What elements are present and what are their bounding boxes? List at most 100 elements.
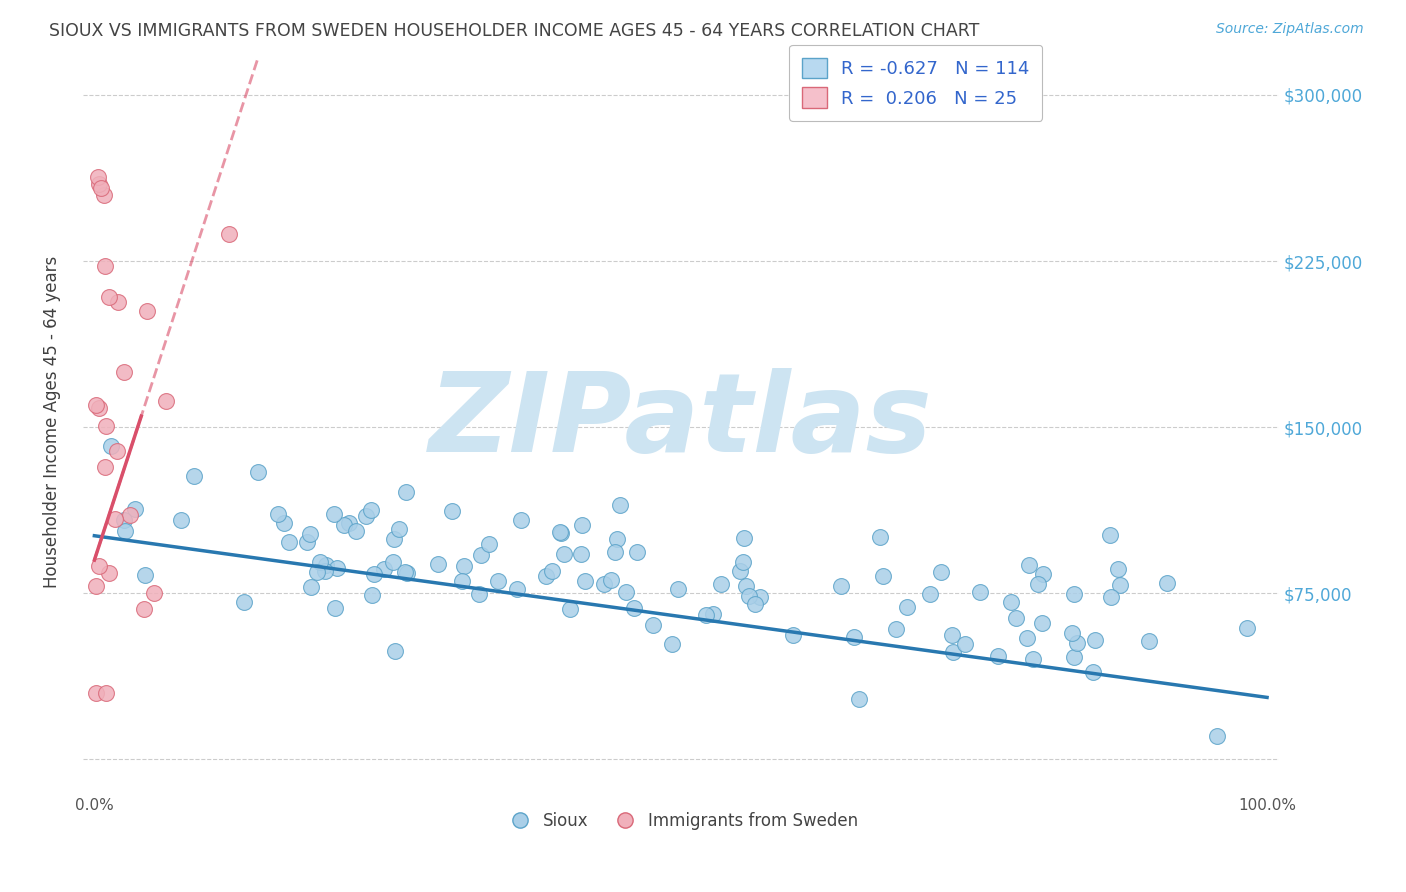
Point (394, 565, 416, 579)
Point (1005, 611, 1028, 625)
Point (112, 512, 135, 526)
Point (1060, 626, 1083, 640)
Text: SIOUX VS IMMIGRANTS FROM SWEDEN HOUSEHOLDER INCOME AGES 45 - 64 YEARS CORRELATIO: SIOUX VS IMMIGRANTS FROM SWEDEN HOUSEHOL… (49, 22, 980, 40)
Point (782, 628, 804, 642)
Point (395, 485, 418, 500)
Point (326, 561, 349, 575)
Point (728, 564, 751, 578)
Point (918, 587, 941, 601)
Point (97, 290, 120, 304)
Point (749, 590, 772, 604)
Point (468, 587, 491, 601)
Point (104, 512, 127, 526)
Point (643, 618, 665, 632)
Point (614, 585, 637, 599)
Point (142, 586, 165, 600)
Point (942, 645, 965, 659)
Point (346, 524, 368, 538)
Legend: Sioux, Immigrants from Sweden: Sioux, Immigrants from Sweden (496, 805, 865, 837)
Point (1205, 729, 1227, 743)
Point (661, 637, 683, 651)
Point (90, 181, 112, 195)
Point (593, 576, 616, 591)
Point (97, 566, 120, 581)
Point (87, 401, 110, 416)
Point (155, 394, 177, 409)
Point (744, 597, 766, 611)
Point (247, 465, 270, 479)
Point (361, 588, 384, 602)
Point (1083, 665, 1105, 680)
Point (87, 559, 110, 574)
Point (1018, 558, 1040, 573)
Point (183, 469, 205, 483)
Point (451, 574, 474, 589)
Point (354, 508, 377, 523)
Point (1063, 650, 1085, 665)
Point (506, 582, 529, 597)
Point (830, 579, 852, 593)
Point (550, 524, 572, 539)
Point (1032, 566, 1054, 581)
Point (1108, 577, 1130, 591)
Point (298, 527, 321, 541)
Point (606, 532, 628, 546)
Point (953, 637, 976, 651)
Point (301, 580, 323, 594)
Point (734, 579, 756, 593)
Point (842, 630, 865, 644)
Point (373, 561, 395, 575)
Point (1000, 594, 1022, 608)
Point (94, 259, 117, 273)
Point (315, 558, 337, 572)
Point (124, 502, 146, 516)
Point (325, 600, 347, 615)
Point (1107, 562, 1129, 576)
Point (388, 522, 411, 536)
Point (478, 537, 501, 551)
Point (869, 530, 891, 544)
Point (731, 556, 754, 570)
Point (118, 508, 141, 522)
Point (232, 595, 254, 609)
Point (384, 644, 406, 658)
Point (603, 545, 626, 559)
Point (273, 516, 295, 531)
Point (94, 460, 117, 475)
Point (107, 295, 129, 310)
Point (426, 557, 449, 571)
Point (337, 516, 360, 531)
Point (709, 577, 731, 591)
Point (132, 602, 155, 616)
Point (395, 566, 418, 581)
Point (440, 504, 463, 518)
Point (486, 574, 509, 588)
Point (929, 566, 952, 580)
Point (136, 304, 159, 318)
Point (1137, 634, 1160, 648)
Point (1022, 652, 1045, 666)
Point (668, 582, 690, 596)
Point (733, 531, 755, 545)
Point (84, 579, 107, 593)
Point (84, 398, 107, 412)
Point (333, 517, 356, 532)
Point (295, 534, 318, 549)
Point (896, 599, 918, 614)
Point (1099, 590, 1122, 604)
Point (218, 227, 240, 242)
Point (848, 692, 870, 706)
Point (534, 569, 557, 583)
Point (1156, 576, 1178, 591)
Point (541, 564, 564, 578)
Point (702, 607, 724, 622)
Point (382, 532, 405, 546)
Point (93, 188, 115, 202)
Point (89, 178, 111, 192)
Point (695, 608, 717, 623)
Point (560, 601, 582, 615)
Point (886, 622, 908, 636)
Point (969, 585, 991, 599)
Point (550, 526, 572, 541)
Point (623, 600, 645, 615)
